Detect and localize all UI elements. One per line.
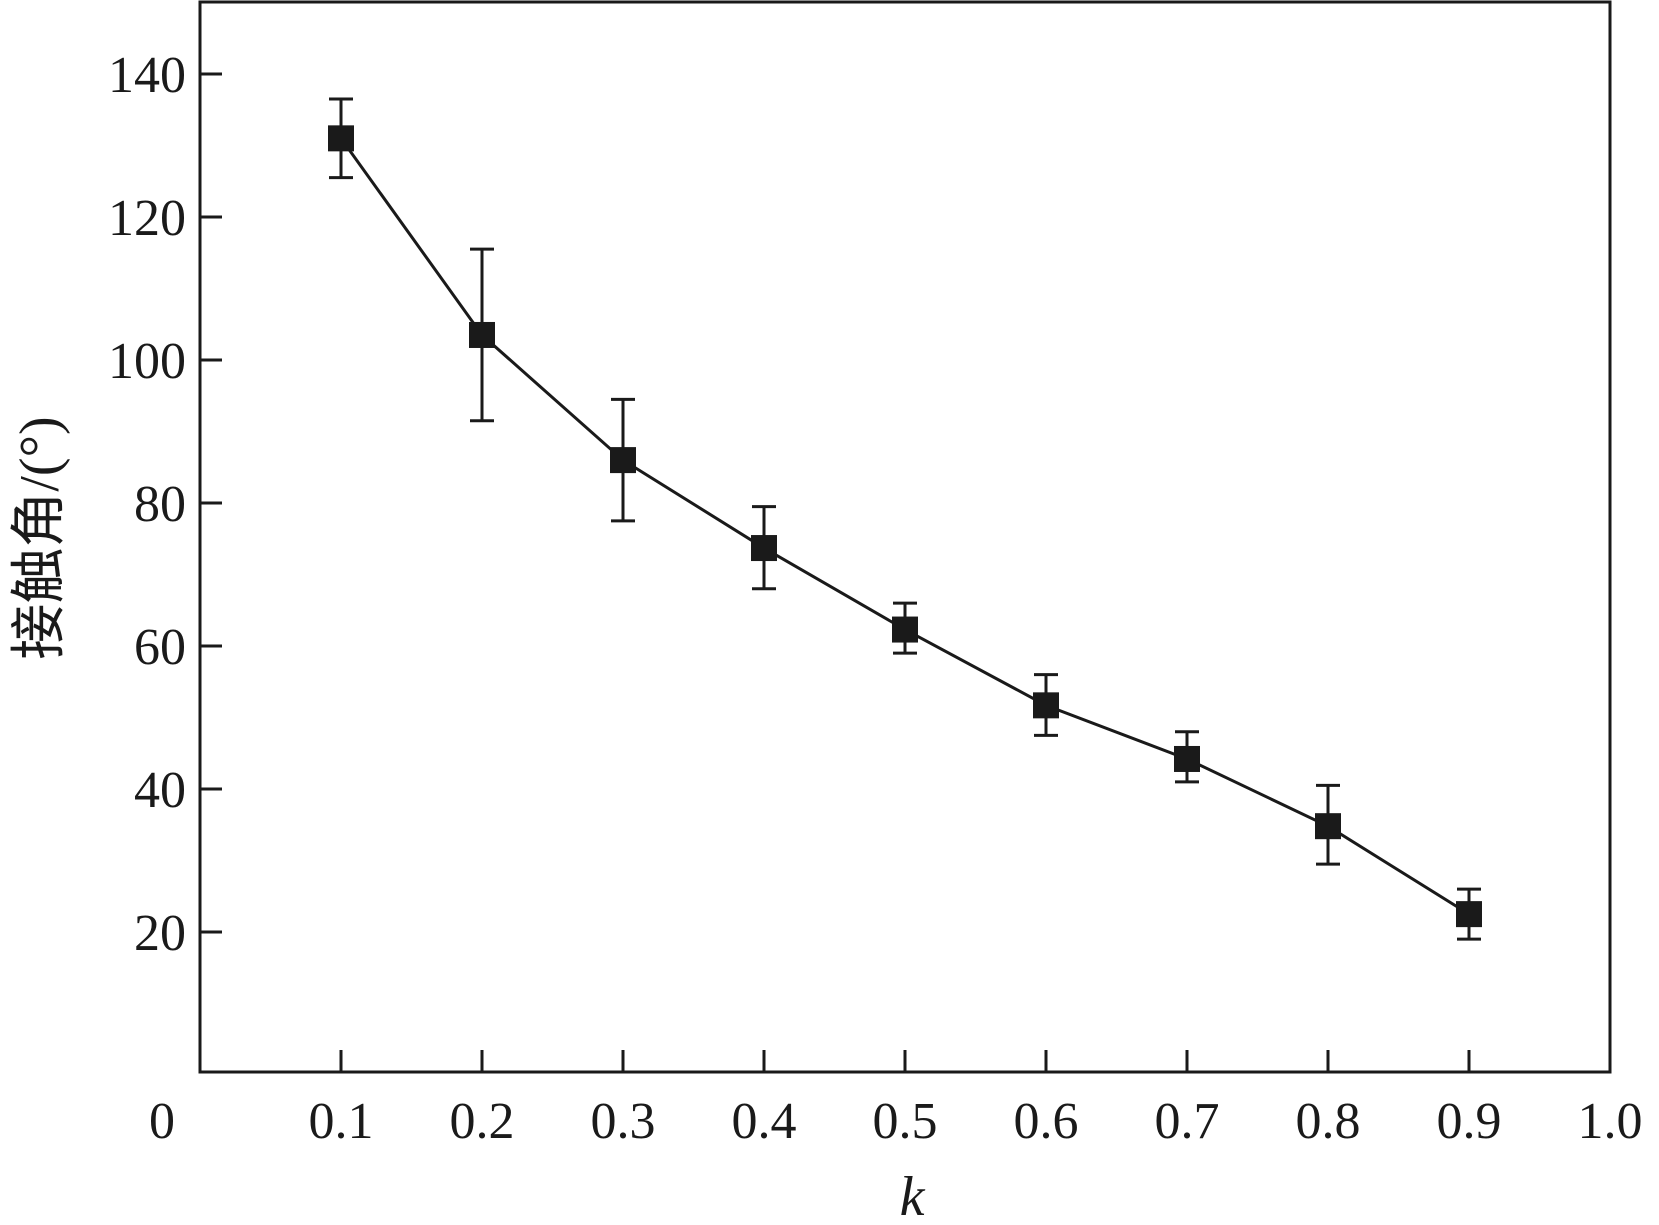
data-point-marker [1315, 813, 1341, 840]
y-axis-tick-labels: 20 40 60 80 100 120 140 [108, 47, 186, 962]
y-axis-title: 接触角/(°) [9, 416, 71, 659]
data-point-marker [469, 321, 495, 348]
x-tick-label: 0.7 [1155, 1093, 1220, 1150]
x-tick-label: 0.2 [450, 1093, 515, 1150]
series-line [339, 137, 1470, 916]
plot-frame [198, 0, 1612, 1074]
x-tick-label: 0 [149, 1093, 175, 1150]
data-point-marker [1174, 745, 1200, 772]
x-tick-label: 0.5 [873, 1093, 938, 1150]
data-point-marker [328, 125, 354, 152]
y-tick-label: 140 [108, 47, 186, 104]
y-axis-ticks [200, 72, 222, 934]
x-tick-label: 0.1 [309, 1093, 374, 1150]
y-tick-label: 120 [108, 190, 186, 247]
x-axis-title: k [900, 1166, 926, 1225]
y-tick-label: 60 [134, 619, 186, 676]
x-axis-ticks [339, 1050, 1471, 1072]
data-point-marker [1456, 901, 1482, 928]
x-tick-label: 1.0 [1578, 1093, 1643, 1150]
x-tick-label: 0.4 [732, 1093, 797, 1150]
x-tick-label: 0.8 [1296, 1093, 1361, 1150]
data-point-marker [892, 616, 918, 643]
y-tick-label: 20 [134, 905, 186, 962]
series-layer [328, 97, 1482, 941]
y-tick-label: 80 [134, 476, 186, 533]
y-tick-label: 100 [108, 333, 186, 390]
data-point-marker [610, 447, 636, 474]
x-tick-label: 0.3 [591, 1093, 656, 1150]
x-axis-tick-labels: 0 0.1 0.2 0.3 0.4 0.5 0.6 0.7 0.8 0.9 1.0 [149, 1093, 1643, 1150]
y-tick-label: 40 [134, 762, 186, 819]
x-tick-label: 0.6 [1014, 1093, 1079, 1150]
data-point-marker [1033, 692, 1059, 719]
data-point-marker [751, 535, 777, 562]
x-tick-label: 0.9 [1437, 1093, 1502, 1150]
